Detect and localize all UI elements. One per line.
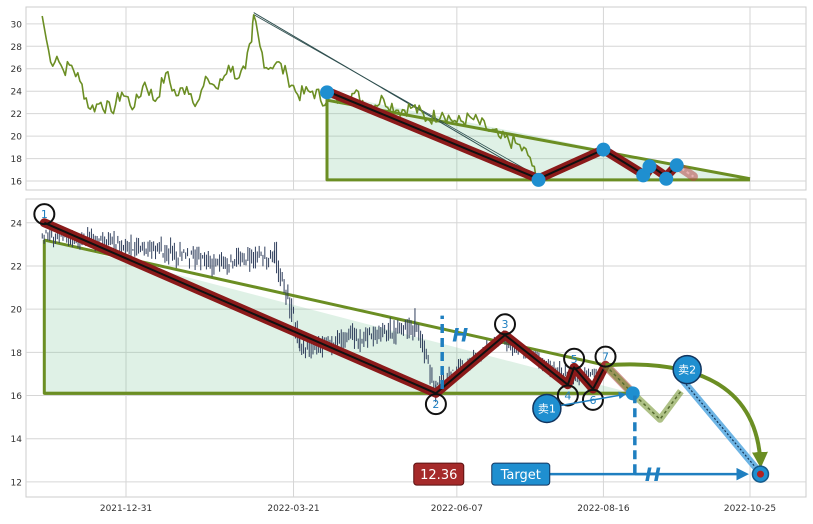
pivot-circle	[581, 388, 604, 411]
triangle-fill	[44, 240, 633, 394]
guide-line	[253, 14, 543, 180]
triangle-edge	[325, 93, 750, 182]
y-tick-label: 16	[11, 392, 23, 402]
price-line	[41, 14, 540, 181]
pivot-label: 5	[571, 353, 578, 366]
pivot-label: 7	[602, 351, 609, 364]
x-tick-label: 2022-10-25	[724, 504, 776, 514]
y-tick-label: 22	[11, 262, 22, 272]
y-tick-label: 24	[11, 219, 23, 229]
pivot-circle	[424, 393, 447, 416]
signal-badge	[672, 354, 702, 385]
height-measure-label: H	[452, 325, 468, 347]
pivot-label: 1	[41, 208, 48, 221]
projection-line-core	[680, 377, 761, 474]
projection-arc	[605, 362, 768, 469]
signal-label: 卖1	[538, 402, 556, 415]
y-tick-label: 16	[11, 178, 23, 188]
pivot-marker	[531, 172, 546, 187]
signal-label: 卖2	[678, 364, 696, 377]
y-tick-label: 20	[11, 306, 23, 316]
x-tick-label: 2022-03-21	[267, 504, 319, 514]
pivot-circle	[494, 313, 517, 336]
pivot-marker	[669, 158, 684, 173]
y-tick-label: 18	[11, 349, 23, 359]
y-tick-label: 20	[11, 133, 23, 143]
pivot-circle	[594, 345, 617, 368]
y-tick-label: 12	[11, 478, 22, 488]
pivot-marker	[642, 159, 657, 174]
target-point-core	[756, 470, 764, 478]
signal-badge	[532, 393, 562, 424]
target-box	[491, 462, 551, 486]
target-value-box	[413, 462, 465, 486]
pivot-marker	[659, 171, 674, 186]
y-tick-label: 26	[11, 65, 23, 75]
breakout-point	[625, 386, 640, 401]
pivot-circle	[556, 384, 579, 407]
y-tick-label: 22	[11, 110, 22, 120]
pivot-circle	[563, 347, 586, 370]
x-tick-label: 2022-06-07	[431, 504, 483, 514]
y-tick-label: 28	[11, 43, 23, 53]
y-tick-label: 30	[11, 20, 23, 30]
signal-arrow	[560, 391, 627, 407]
pivot-circle	[33, 203, 56, 226]
target-label: Target	[500, 468, 541, 483]
y-tick-label: 18	[11, 155, 23, 165]
pivot-label: 4	[564, 390, 571, 403]
pivot-marker	[320, 85, 335, 100]
projection-zigzag-core	[604, 364, 682, 421]
y-tick-label: 14	[11, 435, 23, 445]
pivot-label: 2	[432, 398, 439, 411]
x-tick-label: 2022-08-16	[577, 504, 630, 514]
trend-line	[253, 12, 539, 181]
pivot-marker	[596, 142, 611, 157]
x-tick-label: 2021-12-31	[100, 504, 152, 514]
target-value: 12.36	[420, 468, 457, 483]
pivot-label: 3	[502, 318, 509, 331]
y-tick-label: 24	[11, 88, 23, 98]
